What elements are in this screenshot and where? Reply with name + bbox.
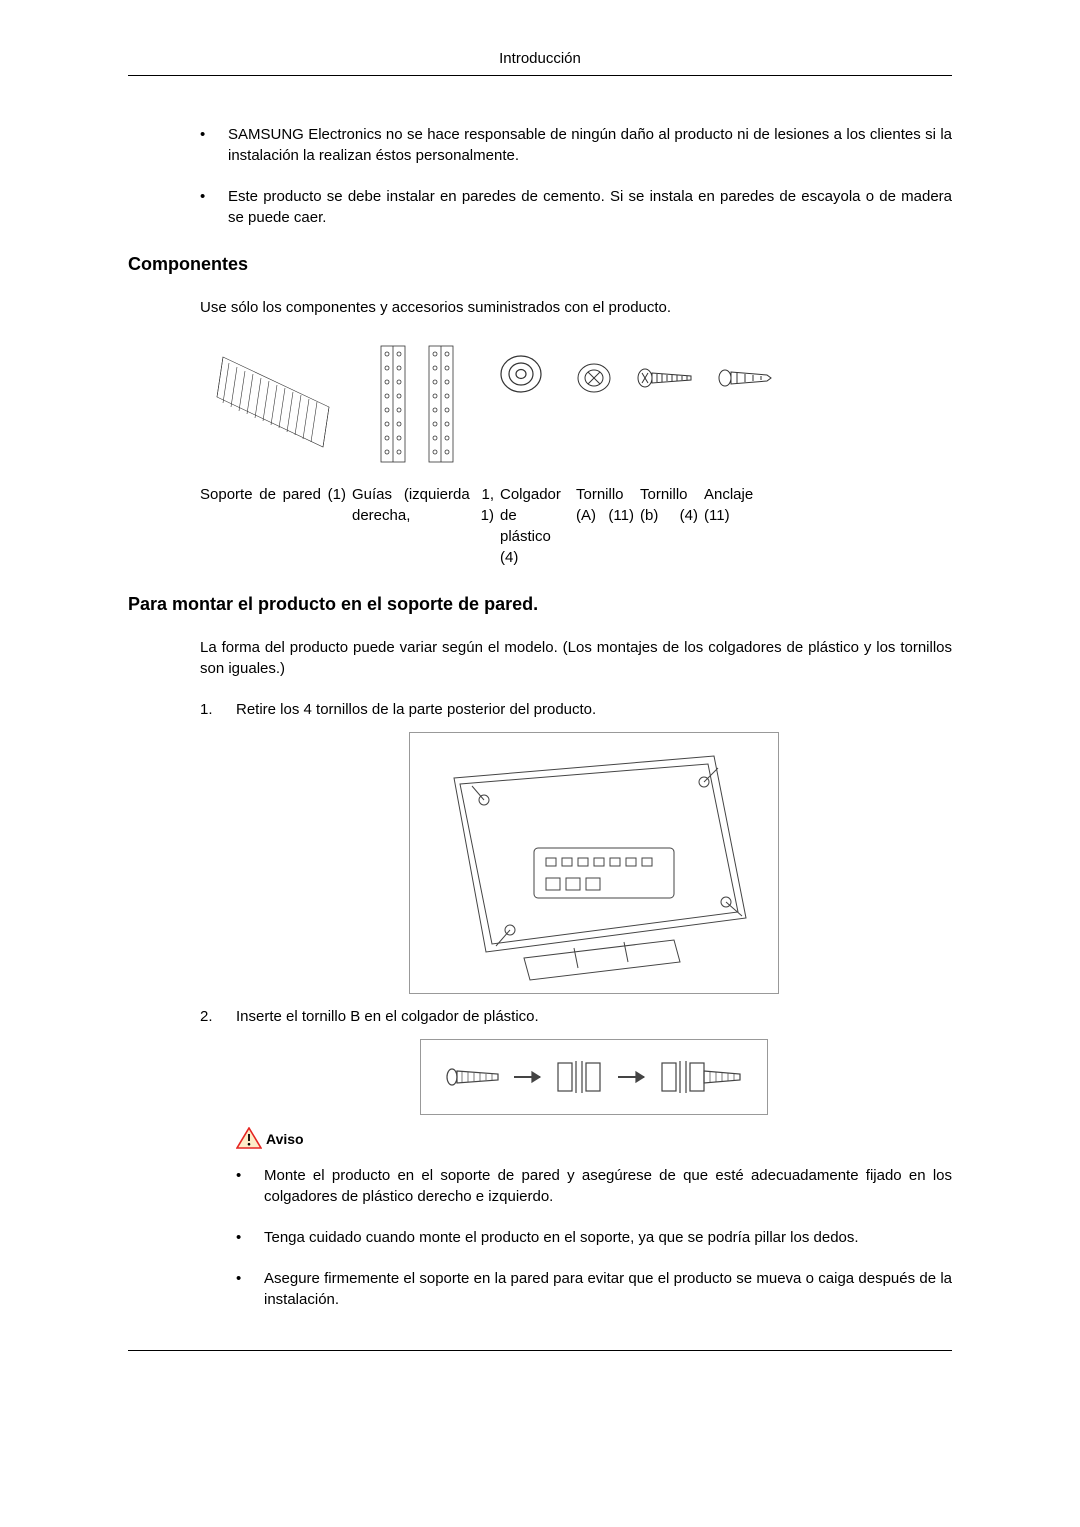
components-labels-row: Soporte de pared (1) Guías (izquierda 1,… — [200, 484, 952, 568]
label-anclaje: Anclaje (11) — [704, 484, 768, 526]
label-colgador: Colgador de plástico (4) — [500, 484, 576, 568]
label-soporte: Soporte de pared (1) — [200, 484, 352, 505]
component-soporte-image — [200, 338, 350, 468]
componentes-intro: Use sólo los componentes y accesorios su… — [200, 297, 952, 318]
step-2-text: Inserte el tornillo B en el colgador de … — [236, 1008, 539, 1025]
montar-heading: Para montar el producto en el soporte de… — [128, 592, 952, 617]
figure-screw-hanger — [420, 1039, 768, 1115]
warning-icon — [236, 1127, 262, 1149]
montar-steps: 1. Retire los 4 tornillos de la parte po… — [200, 699, 952, 1310]
component-tornillo-a-image — [564, 348, 624, 408]
footer-rule — [128, 1350, 952, 1351]
step-1-text: Retire los 4 tornillos de la parte poste… — [236, 701, 596, 718]
step-2: 2. Inserte el tornillo B en el colgador … — [200, 1006, 952, 1310]
component-colgador-image — [486, 344, 556, 404]
component-anclaje-image — [710, 348, 780, 408]
step-1: 1. Retire los 4 tornillos de la parte po… — [200, 699, 952, 994]
aviso-row: Aviso — [236, 1127, 952, 1149]
figure-tv-back — [409, 732, 779, 994]
components-figure: Soporte de pared (1) Guías (izquierda 1,… — [200, 338, 952, 568]
aviso-bullet-2: Tenga cuidado cuando monte el producto e… — [236, 1227, 952, 1248]
aviso-bullets: Monte el producto en el soporte de pared… — [236, 1165, 952, 1310]
component-guias-image — [358, 338, 478, 468]
component-tornillo-b-image — [632, 348, 702, 408]
step-2-number: 2. — [200, 1006, 213, 1027]
step-1-number: 1. — [200, 699, 213, 720]
aviso-label: Aviso — [266, 1130, 304, 1150]
label-tornillo-b: Tornillo (b) (4) — [640, 484, 704, 526]
label-tornillo-a: Tornillo (A) (11) — [576, 484, 640, 526]
montar-intro: La forma del producto puede variar según… — [200, 637, 952, 679]
aviso-bullet-1: Monte el producto en el soporte de pared… — [236, 1165, 952, 1207]
aviso-bullet-3: Asegure firmemente el soporte en la pare… — [236, 1268, 952, 1310]
intro-bullet-list: SAMSUNG Electronics no se hace responsab… — [200, 124, 952, 228]
intro-bullet-2: Este producto se debe instalar en parede… — [200, 186, 952, 228]
header-title: Introducción — [499, 50, 581, 67]
label-guias: Guías (izquierda 1, derecha, 1) — [352, 484, 500, 526]
componentes-heading: Componentes — [128, 252, 952, 277]
intro-bullet-1: SAMSUNG Electronics no se hace responsab… — [200, 124, 952, 166]
components-images-row — [200, 338, 952, 468]
page-header: Introducción — [128, 48, 952, 76]
